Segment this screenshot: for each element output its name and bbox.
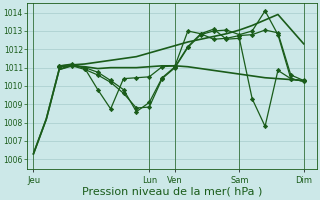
- X-axis label: Pression niveau de la mer( hPa ): Pression niveau de la mer( hPa ): [82, 187, 262, 197]
